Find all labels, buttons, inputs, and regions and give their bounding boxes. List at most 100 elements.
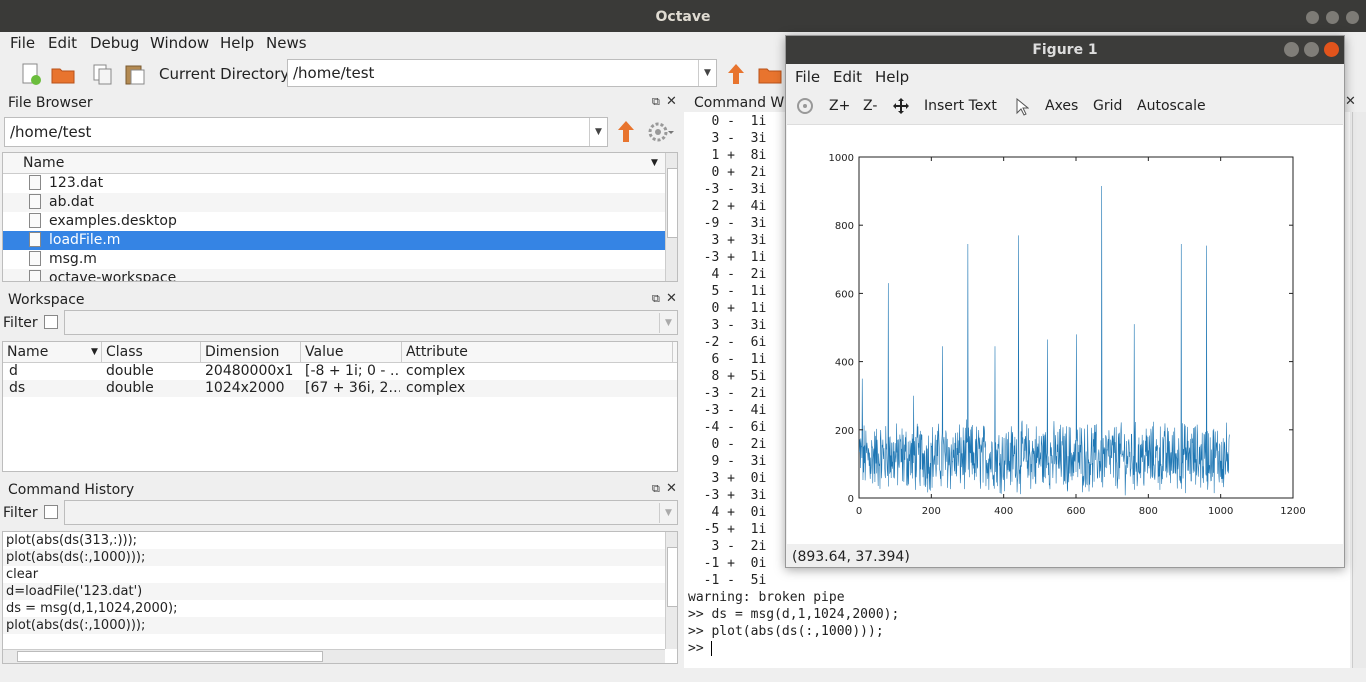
file-row[interactable]: octave-workspace [3,269,665,281]
menu-news[interactable]: News [266,34,307,52]
history-item[interactable]: clear [6,567,39,582]
insert-text-button[interactable]: Insert Text [924,98,997,114]
column-header-value[interactable]: Value [305,342,402,363]
file-row[interactable]: examples.desktop [3,212,665,231]
file-browser-path: /home/test [10,123,92,141]
chevron-down-icon[interactable]: ▼ [659,313,677,333]
command-window-scrollbar[interactable] [1352,112,1366,668]
rotate-icon[interactable] [796,97,814,115]
file-name: loadFile.m [49,232,121,248]
figure-menu-file[interactable]: File [795,68,821,86]
file-name: ab.dat [49,194,94,210]
menu-debug[interactable]: Debug [90,34,140,52]
sort-arrow-icon: ▼ [91,347,98,357]
file-row[interactable]: msg.m [3,250,665,269]
figure-title: Figure 1 [1032,42,1098,58]
history-item[interactable]: plot(abs(ds(:,1000))); [3,549,665,566]
grid-button[interactable]: Grid [1093,98,1123,114]
open-folder-icon[interactable] [50,61,76,87]
command-line: 3 - 2i [688,539,767,554]
file-browser-title: File Browser [8,95,93,111]
main-toolbar: Current Directory: /home/test ▼ [0,56,790,92]
command-line: >> plot(abs(ds(:,1000))); [688,624,884,639]
workspace-cell: double [106,380,154,396]
figure-window[interactable]: Figure 1 File Edit Help Z+ Z- Insert Tex… [785,35,1345,568]
workspace-row[interactable]: ds double 1024x2000 [67 + 36i, 2… complex [3,380,677,397]
close-icon[interactable] [1346,11,1359,24]
command-line: 8 + 5i [688,369,767,384]
figure-menu-help[interactable]: Help [875,68,910,86]
workspace-filter-input[interactable]: ▼ [64,310,678,335]
select-pointer-icon[interactable] [1015,98,1029,116]
browse-folder-icon[interactable] [757,61,783,87]
close-pane-icon[interactable]: ✕ [666,481,677,496]
history-hscroll[interactable] [3,649,665,663]
workspace-cell: [-8 + 1i; 0 - … [305,363,400,379]
current-directory-input[interactable]: /home/test ▼ [287,59,717,87]
maximize-icon[interactable] [1326,11,1339,24]
close-pane-icon[interactable]: ✕ [666,291,677,306]
undock-icon[interactable]: ⧉ [652,95,660,108]
parent-dir-arrow-icon[interactable] [614,119,638,145]
workspace-filter-checkbox[interactable] [44,315,58,329]
column-header-name[interactable]: Name [7,342,102,363]
figure-menu-edit[interactable]: Edit [833,68,863,86]
command-line: 4 + 0i [688,505,767,520]
undock-icon[interactable]: ⧉ [652,292,660,305]
menu-window[interactable]: Window [150,34,210,52]
minimize-icon[interactable] [1306,11,1319,24]
history-filter-checkbox[interactable] [44,505,58,519]
history-filter-input[interactable]: ▼ [64,500,678,525]
undock-icon[interactable]: ⧉ [652,482,660,495]
file-list: Name ▼ 123.dat ab.dat examples.desktop load… [2,152,678,282]
menu-edit[interactable]: Edit [48,34,78,52]
plot-area[interactable]: 0 200 400 600 800 1000 1200 0 200 400 600 800 1000 [787,124,1343,544]
column-header-class[interactable]: Class [106,342,201,363]
command-line: 9 - 3i [688,454,767,469]
history-item[interactable]: plot(abs(ds(313,:))); [6,533,138,548]
minimize-icon[interactable] [1284,42,1299,57]
history-item[interactable]: ds = msg(d,1,1024,2000); [6,601,178,616]
maximize-icon[interactable] [1304,42,1319,57]
file-browser-path-input[interactable]: /home/test ▼ [4,117,608,147]
command-line: 6 - 1i [688,352,767,367]
column-header-dimension[interactable]: Dimension [205,342,301,363]
file-row[interactable]: loadFile.m [3,231,665,250]
chevron-down-icon[interactable]: ▼ [698,60,716,86]
file-row[interactable]: 123.dat [3,174,665,193]
autoscale-button[interactable]: Autoscale [1137,98,1206,114]
command-line: 0 + 2i [688,165,767,180]
workspace-rows: d double 20480000x1 [-8 + 1i; 0 - … complex d… [3,363,677,397]
scrollbar[interactable] [665,153,677,281]
zoom-in-button[interactable]: Z+ [829,98,851,114]
history-item[interactable]: d=loadFile('123.dat') [3,583,665,600]
history-vscroll[interactable] [665,532,677,649]
axes-button[interactable]: Axes [1045,98,1079,114]
paste-icon[interactable] [122,61,148,87]
file-icon [29,175,41,190]
workspace-cell: complex [406,363,466,379]
file-row[interactable]: ab.dat [3,193,665,212]
workspace-row[interactable]: d double 20480000x1 [-8 + 1i; 0 - … complex [3,363,677,380]
column-header-attribute[interactable]: Attribute [406,342,673,363]
copy-icon[interactable] [90,61,116,87]
chevron-down-icon[interactable]: ▼ [589,118,607,146]
zoom-out-button[interactable]: Z- [863,98,878,114]
x-tick-label: 0 [856,506,862,517]
close-pane-icon[interactable]: ✕ [1345,94,1356,109]
file-icon [29,251,41,266]
close-icon[interactable] [1324,42,1339,57]
parent-dir-arrow-icon[interactable] [723,61,749,87]
x-tick-label: 400 [994,506,1013,517]
new-script-icon[interactable] [18,61,44,87]
pan-icon[interactable] [892,97,910,115]
menu-file[interactable]: File [10,34,36,52]
close-pane-icon[interactable]: ✕ [666,94,677,109]
file-list-header[interactable]: Name ▼ [3,153,665,174]
gear-icon[interactable] [646,120,674,144]
file-name: examples.desktop [49,213,177,229]
chevron-down-icon[interactable]: ▼ [659,503,677,523]
workspace-cell: double [106,363,154,379]
menu-help[interactable]: Help [220,34,255,52]
history-item[interactable]: plot(abs(ds(:,1000))); [3,617,665,634]
